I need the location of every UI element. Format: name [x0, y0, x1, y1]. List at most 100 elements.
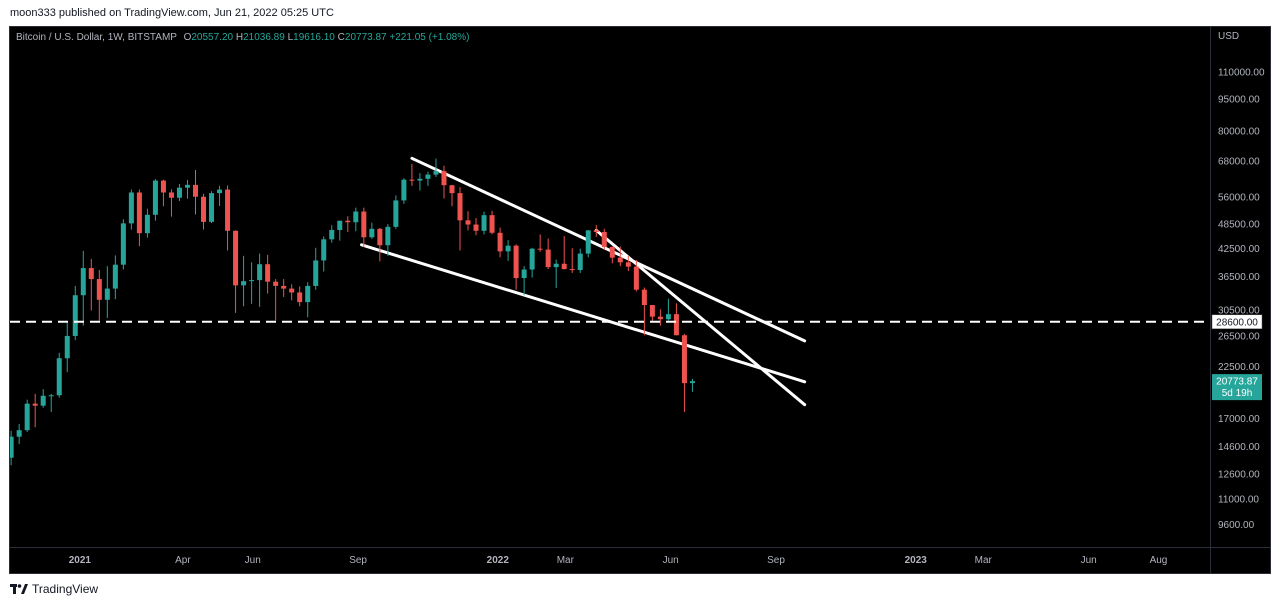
candle-body — [201, 196, 207, 222]
candle — [377, 228, 383, 262]
price-tick-label: 36500.00 — [1218, 272, 1260, 283]
candle-body — [417, 178, 423, 181]
candle-body — [128, 192, 134, 224]
candle — [273, 279, 279, 321]
candle — [673, 303, 679, 336]
candle-body — [545, 249, 551, 268]
candle-body — [24, 403, 30, 431]
horizontal-line-label-text: 28600.00 — [1216, 317, 1258, 328]
candle — [32, 393, 38, 428]
high-value: 21036.89 — [243, 32, 285, 43]
candle-body — [10, 436, 14, 458]
candle — [289, 284, 295, 301]
candle — [449, 184, 455, 207]
candle — [689, 378, 695, 392]
candle — [401, 178, 407, 204]
candle — [545, 238, 551, 270]
price-tick-label: 26500.00 — [1218, 331, 1260, 342]
candle — [281, 279, 287, 297]
candle-body — [489, 215, 495, 233]
candle — [529, 247, 535, 278]
candle — [337, 220, 343, 241]
candle-body — [160, 180, 166, 193]
candle — [465, 211, 471, 231]
candles — [10, 158, 695, 466]
candle — [489, 210, 495, 235]
candle — [393, 195, 399, 229]
time-tick-label: Jun — [1081, 555, 1097, 566]
candle-body — [633, 266, 639, 290]
candle-body — [569, 269, 575, 271]
candle — [104, 266, 110, 318]
candle — [585, 229, 591, 258]
candle-body — [64, 335, 70, 359]
time-tick-label: Mar — [557, 555, 575, 566]
time-tick-label: Apr — [175, 555, 191, 566]
candle — [657, 309, 663, 326]
trendlines — [360, 156, 807, 407]
candle — [649, 305, 655, 322]
chart-frame[interactable]: 110000.00 95000.00 80000.00 68000.00 56000.0… — [9, 26, 1271, 574]
candle — [601, 228, 607, 251]
price-tick-label: 11000.00 — [1218, 495, 1259, 506]
candle — [265, 254, 271, 294]
candle-body — [529, 248, 535, 270]
price-axis — [1210, 27, 1270, 547]
candle-body — [225, 189, 231, 231]
candle-body — [152, 180, 158, 215]
candle-body — [561, 263, 567, 270]
time-tick-label: Sep — [349, 555, 367, 566]
candle — [633, 259, 639, 292]
candle — [217, 185, 223, 206]
candle — [481, 211, 487, 235]
close-label: C — [337, 32, 345, 43]
candle — [641, 287, 647, 336]
candle — [345, 216, 351, 232]
candle — [184, 179, 190, 199]
candle — [233, 230, 239, 313]
candle-body — [32, 403, 38, 406]
candle-body — [40, 395, 46, 406]
time-tick-label: Jun — [663, 555, 679, 566]
high-label: H — [235, 32, 244, 43]
candle-body — [361, 211, 367, 238]
candle-body — [457, 193, 463, 221]
footer-brand[interactable]: TradingView — [10, 582, 98, 596]
candle — [10, 430, 14, 466]
axes: 110000.00 95000.00 80000.00 68000.00 56000.0… — [10, 27, 1270, 573]
price-tick-label: 42500.00 — [1218, 244, 1260, 255]
time-tick-label: 2022 — [487, 555, 510, 566]
candle — [577, 248, 583, 273]
candle — [128, 189, 134, 230]
candle-body — [88, 268, 94, 280]
close-value: 20773.87 — [344, 32, 387, 43]
candle-body — [385, 226, 391, 246]
open-value: 20557.20 — [191, 32, 234, 43]
candle-body — [393, 200, 399, 227]
candle-body — [289, 288, 295, 293]
candle-body — [657, 316, 663, 320]
candle — [521, 266, 527, 296]
candle — [313, 247, 319, 290]
candle-body — [377, 228, 383, 246]
candle-body — [281, 285, 287, 289]
candle — [385, 224, 391, 256]
candle-body — [257, 264, 263, 281]
candle — [88, 259, 94, 311]
candle-body — [297, 292, 303, 303]
price-chart[interactable]: 110000.00 95000.00 80000.00 68000.00 56000.0… — [10, 27, 1270, 573]
candle-body — [481, 215, 487, 231]
candle — [48, 393, 54, 412]
open-label: O — [183, 32, 192, 43]
trendline — [360, 243, 807, 384]
candle-body — [249, 280, 255, 282]
candle — [136, 189, 142, 247]
candle-body — [369, 228, 375, 238]
candle — [297, 286, 303, 307]
candle-body — [184, 184, 190, 188]
candle — [553, 259, 559, 289]
candle-body — [553, 263, 559, 268]
candle — [321, 236, 327, 272]
price-axis-unit: USD — [1218, 31, 1239, 42]
low-value: 19616.10 — [293, 32, 335, 43]
